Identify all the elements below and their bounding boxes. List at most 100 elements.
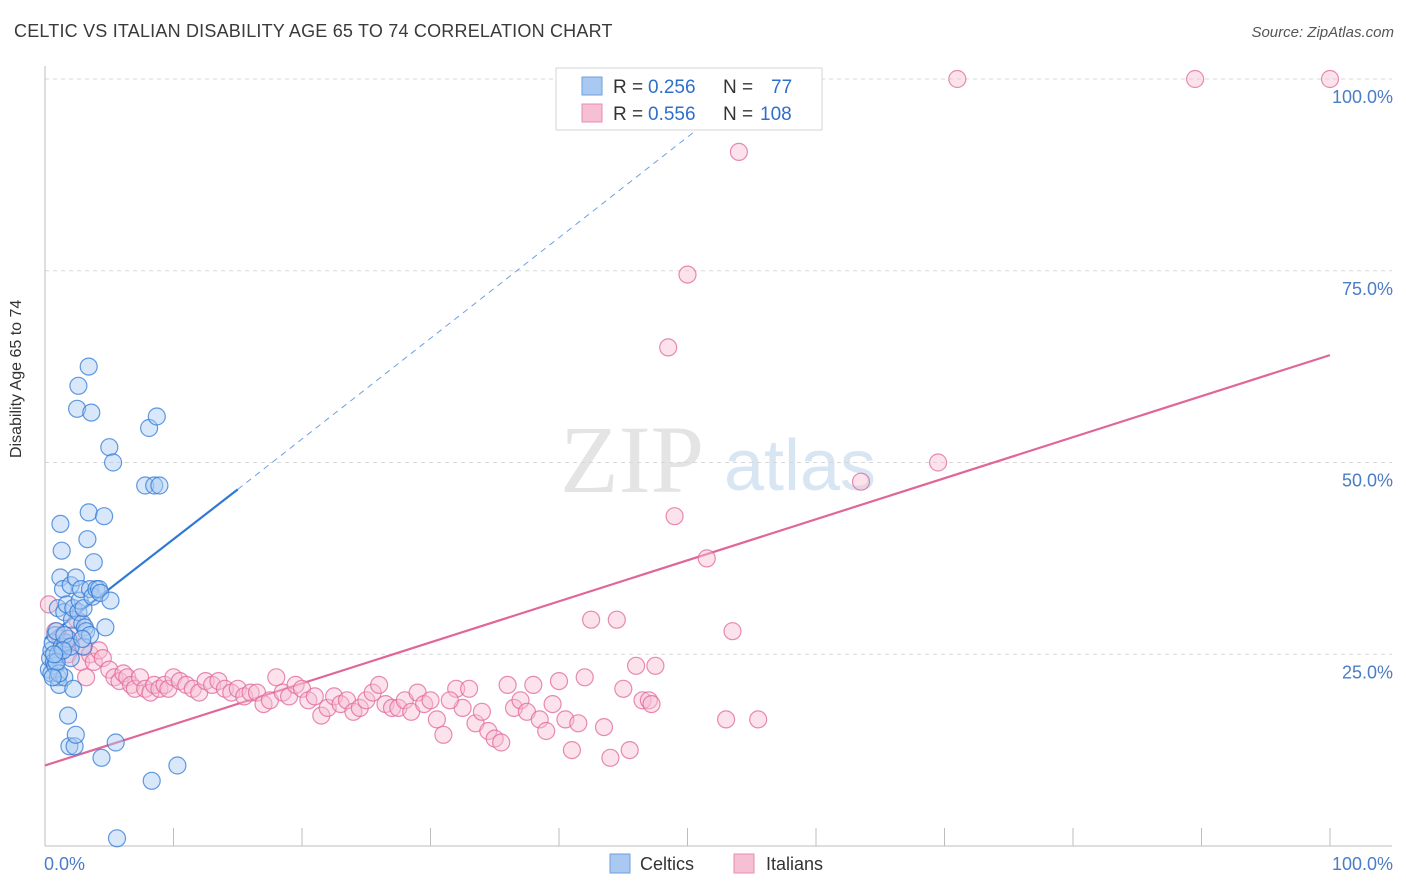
bottom-legend-italians: Italians (766, 854, 823, 874)
celtics-point (82, 403, 101, 422)
italians-point (427, 710, 446, 729)
axes (44, 66, 1392, 847)
italians-point (492, 733, 511, 752)
celtics-point (53, 641, 73, 660)
italians-point (642, 694, 661, 714)
italians-point (562, 740, 582, 760)
legend-r-value: 0.556 (648, 104, 696, 125)
italians-point (626, 656, 646, 675)
italians-point (440, 691, 459, 710)
y-tick-label: 25.0% (1342, 662, 1393, 682)
italians-point (928, 453, 948, 472)
italians-point (447, 679, 466, 698)
celtics-point (73, 629, 92, 649)
celtics-point (67, 399, 87, 418)
legend-r-value: 0.256 (648, 77, 696, 98)
italians-point (620, 740, 639, 760)
celtics-point (78, 530, 97, 549)
celtics-point (145, 476, 164, 495)
italians-point (1320, 69, 1340, 89)
y-tick-label: 50.0% (1342, 471, 1393, 491)
celtics-point (91, 583, 110, 603)
y-tick-label: 75.0% (1342, 279, 1393, 299)
celtics-point (150, 476, 169, 495)
legend-n-value: 108 (760, 104, 792, 125)
italians-point (594, 717, 614, 737)
legend-n-label: N = (723, 104, 753, 125)
celtics-point (107, 829, 127, 848)
italians-point (948, 69, 967, 89)
bottom-legend-swatch-celtics (609, 853, 631, 874)
x-tick-label: 100.0% (1332, 854, 1393, 874)
italians-point (530, 710, 549, 729)
celtics-point (51, 568, 70, 587)
watermark: ZIP atlas (560, 406, 876, 513)
watermark-zip: ZIP (560, 406, 704, 513)
legend-swatch-italians (581, 103, 603, 123)
italians-point (581, 610, 601, 629)
legend-n-value: 77 (771, 77, 792, 98)
scatter-points (39, 69, 1340, 848)
italians-point (549, 671, 569, 691)
italians-point (633, 691, 652, 710)
celtics-point (66, 725, 85, 744)
chart-title: CELTIC VS ITALIAN DISABILITY AGE 65 TO 7… (14, 21, 613, 41)
celtics-trend-extension (237, 86, 753, 490)
y-tick-label: 100.0% (1332, 87, 1393, 107)
italians-point (76, 668, 96, 687)
italians-point (665, 507, 684, 526)
celtics-point (142, 771, 161, 790)
celtics-point (66, 568, 85, 587)
italians-point (569, 714, 588, 733)
celtics-point (52, 541, 71, 560)
celtics-point (84, 553, 103, 572)
celtics-point (168, 756, 187, 775)
italians-point (646, 656, 665, 675)
celtics-point (92, 748, 111, 767)
italians-point (601, 748, 620, 767)
celtics-point (55, 625, 74, 645)
italians-point (39, 595, 59, 614)
italians-point (659, 338, 678, 357)
italians-point (84, 652, 103, 672)
bottom-legend-celtics: Celtics (640, 854, 694, 874)
italians-point (543, 694, 562, 714)
italians-point (241, 683, 260, 702)
italians-point (131, 668, 150, 687)
italians-point (498, 675, 517, 695)
italians-point (93, 648, 112, 668)
italians-point (614, 679, 633, 698)
celtics-point (79, 503, 98, 522)
italians-point (749, 710, 768, 729)
celtics-point (51, 514, 70, 534)
celtics-point (64, 679, 83, 698)
tick-labels: 25.0% 50.0% 75.0% 100.0% 0.0% 100.0% (44, 87, 1393, 874)
italians-point (537, 721, 556, 741)
celtics-point (106, 733, 125, 752)
italians-point (267, 668, 286, 687)
italians-point (678, 265, 697, 284)
legend-box: R = 0.256 N = 77 R = 0.556 N = 108 (555, 67, 823, 131)
legend-r-label: R = (613, 104, 643, 125)
italians-point (729, 142, 749, 161)
italians-point (575, 668, 594, 687)
italians-point (370, 675, 389, 695)
celtics-point (103, 453, 123, 472)
italians-point (716, 710, 736, 729)
italians-point (472, 702, 491, 721)
gridlines (45, 78, 1392, 655)
celtics-point (96, 618, 115, 637)
italians-point (1185, 69, 1205, 89)
legend-swatch-celtics (581, 76, 603, 96)
x-tick-label: 0.0% (44, 854, 85, 874)
celtics-point (60, 737, 79, 756)
celtics-point (74, 637, 93, 656)
legend-r-label: R = (613, 77, 643, 98)
celtics-point (100, 438, 119, 457)
italians-point (434, 725, 453, 744)
italians-point (479, 721, 498, 741)
bottom-legend-swatch-italians (733, 853, 755, 874)
italians-point (460, 679, 479, 698)
italians-point (305, 687, 324, 706)
italians-point (524, 675, 543, 695)
